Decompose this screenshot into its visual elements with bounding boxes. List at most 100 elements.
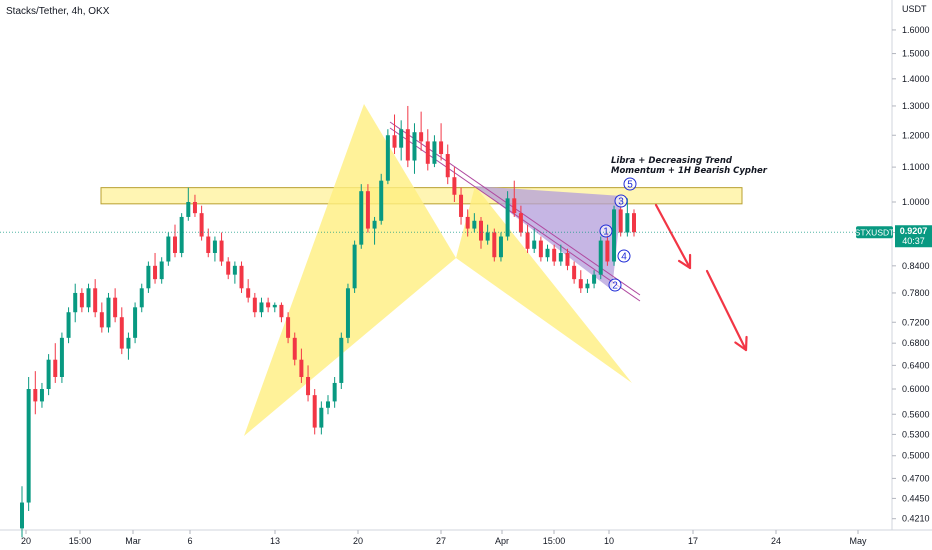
symbol-tag-bg — [856, 226, 893, 239]
candle — [292, 332, 297, 366]
candle — [239, 261, 244, 293]
price-tick-label: 0.4210 — [902, 514, 930, 524]
time-tick-label: 10 — [604, 536, 614, 546]
candle-body — [339, 337, 344, 383]
candle-body — [186, 202, 191, 217]
candle-body — [598, 240, 603, 275]
price-tick-label: 0.6400 — [902, 360, 930, 370]
time-tick-label: 15:00 — [69, 536, 92, 546]
candle-body — [153, 265, 158, 280]
candle — [392, 114, 397, 155]
candle-body — [425, 141, 430, 164]
currency-label: USDT — [902, 4, 927, 14]
candle — [379, 173, 384, 225]
price-tick-label: 0.5600 — [902, 409, 930, 419]
time-tick-label: 17 — [688, 536, 698, 546]
time-tick-label: 15:00 — [543, 536, 566, 546]
candle-body — [173, 236, 177, 253]
candle — [452, 167, 457, 202]
candle — [405, 105, 410, 168]
candle-body — [206, 236, 211, 253]
candle — [86, 283, 91, 313]
candle — [459, 187, 464, 225]
time-tick-label: 13 — [270, 536, 280, 546]
time-tick-label: 6 — [187, 536, 192, 546]
arrow-shaft — [705, 269, 748, 352]
candle-body — [392, 135, 397, 148]
wave-circle — [623, 177, 637, 191]
price-tick-label: 1.6000 — [902, 25, 930, 35]
candle — [266, 297, 271, 313]
candle — [505, 191, 510, 241]
candle-body — [159, 261, 164, 280]
candle-body — [419, 132, 424, 142]
annotation-line-1: Libra + Decreasing Trend — [611, 156, 733, 166]
candle-body — [578, 279, 583, 289]
price-tick-label: 0.5300 — [902, 429, 930, 439]
candle-body — [359, 191, 364, 245]
candle — [618, 205, 623, 237]
price-tick-label: 0.4450 — [902, 493, 930, 503]
candle — [525, 224, 530, 253]
time-tick-label: Apr — [495, 536, 509, 546]
candle-body — [93, 288, 98, 313]
candle — [518, 205, 523, 237]
candle — [472, 213, 477, 233]
annotation-line-2: Momentum + 1H Bearish Cypher — [611, 166, 768, 176]
candle-body — [53, 359, 58, 377]
candle — [53, 343, 58, 383]
candle — [133, 302, 138, 344]
candle-body — [299, 359, 304, 377]
wave-label-2: 2 — [608, 278, 622, 292]
candle-body — [532, 240, 537, 249]
candle-body — [452, 177, 457, 195]
candle-body — [505, 198, 510, 237]
candle — [252, 292, 257, 318]
candle-body — [538, 240, 543, 258]
candle-body — [518, 213, 523, 233]
candle-body — [492, 232, 497, 258]
wave-labels: 1 2 3 4 5 — [599, 177, 637, 292]
wave-label-1: 1 — [599, 224, 613, 238]
time-tick-label: 20 — [353, 536, 363, 546]
candle — [419, 111, 424, 151]
candle — [113, 288, 118, 323]
projection-arrow-2 — [705, 269, 748, 352]
price-tick-label: 0.8400 — [902, 261, 930, 271]
candle-body — [632, 213, 636, 233]
candle — [565, 248, 570, 271]
candle-body — [252, 297, 257, 313]
candle-body — [485, 232, 490, 241]
wave-circle — [608, 278, 622, 292]
candle — [299, 348, 304, 383]
candle-body — [219, 240, 224, 262]
symbol-tag: STXUSDT — [855, 226, 894, 239]
candle-body — [352, 244, 357, 289]
candle — [605, 232, 610, 266]
candle-body — [73, 292, 78, 313]
candle-body — [146, 265, 151, 289]
wave-circle — [617, 249, 631, 263]
candle — [46, 354, 51, 396]
candle — [119, 307, 124, 355]
price-tick-label: 1.3000 — [902, 101, 930, 111]
candle — [558, 244, 563, 266]
candle — [312, 389, 317, 435]
candle — [612, 205, 617, 266]
candle — [625, 198, 630, 237]
candle — [33, 371, 38, 415]
candle — [445, 144, 450, 185]
price-tick-label: 1.1000 — [902, 162, 930, 172]
pattern-triangle-xab — [244, 104, 456, 436]
candle-body — [279, 304, 284, 318]
wave-number: 2 — [612, 281, 618, 292]
candle — [512, 180, 517, 217]
wave-circle — [614, 194, 628, 208]
wave-number: 4 — [621, 252, 627, 263]
candle-body — [365, 191, 370, 229]
candle — [485, 224, 490, 245]
candle — [39, 382, 44, 408]
wave-label-3: 3 — [614, 194, 628, 208]
price-tick-label: 0.7200 — [902, 317, 930, 327]
